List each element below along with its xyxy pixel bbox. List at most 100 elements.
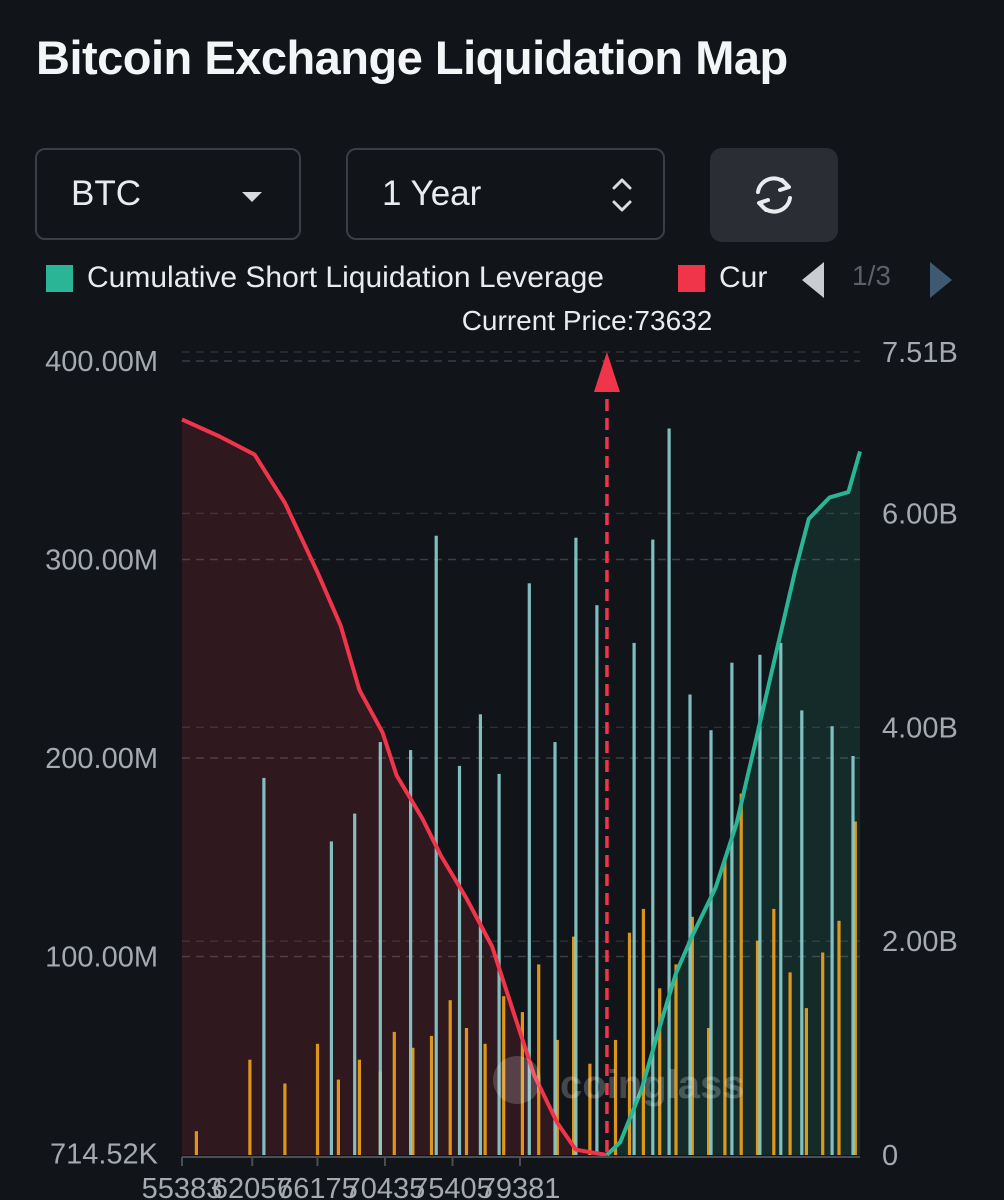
- coin-select[interactable]: BTC: [35, 148, 301, 240]
- leverage-bar: [502, 996, 506, 1155]
- legend-swatch-short: [46, 264, 73, 292]
- leverage-bar: [723, 857, 727, 1156]
- leverage-bar: [613, 1039, 618, 1155]
- x-tick-label: 62057: [212, 1173, 293, 1200]
- up-down-chevron-icon: [612, 178, 632, 212]
- leverage-bar: [553, 742, 557, 1155]
- leverage-bar: [572, 936, 576, 1155]
- triangle-right-icon[interactable]: [928, 260, 954, 300]
- chart-axes: 714.52K 100.00M 200.00M 300.00M 400.00M 0 2.00…: [45, 337, 958, 1200]
- leverage-bar: [409, 750, 413, 1155]
- liquidation-chart: coinglass Current Price:73632 714.52K 100…: [45, 305, 958, 1200]
- watermark-text: coinglass: [560, 1063, 745, 1107]
- y-left-tick-label: 100.00M: [45, 942, 158, 974]
- leverage-bar: [837, 920, 841, 1155]
- leverage-bar: [788, 972, 792, 1155]
- legend-label-short: Cumulative Short Liquidation Leverage: [87, 261, 604, 294]
- leverage-bar: [690, 916, 694, 1155]
- leverage-bar: [595, 605, 599, 1155]
- leverage-bar: [755, 940, 760, 1155]
- leverage-bar: [853, 821, 857, 1155]
- y-left-tick-label: 300.00M: [45, 545, 158, 577]
- leverage-bar: [758, 654, 762, 1155]
- coin-select-value: BTC: [71, 174, 141, 213]
- period-select-value: 1 Year: [382, 174, 482, 213]
- leverage-bar: [800, 710, 804, 1155]
- leverage-bar: [688, 694, 692, 1155]
- page-title: Bitcoin Exchange Liquidation Map: [36, 31, 788, 84]
- leverage-bar: [627, 932, 632, 1155]
- leverage-bar: [667, 428, 671, 1155]
- leverage-bar: [574, 537, 578, 1155]
- x-tick-label: 75405: [412, 1173, 493, 1200]
- leverage-bar: [357, 1059, 361, 1155]
- leverage-bar: [329, 841, 333, 1155]
- leverage-bars: [194, 428, 857, 1156]
- y-left-tick-label: 400.00M: [45, 346, 158, 378]
- leverage-bar: [658, 988, 662, 1155]
- leverage-bar: [527, 583, 531, 1155]
- x-tick-label: 79381: [480, 1173, 561, 1200]
- leverage-bar: [641, 908, 645, 1155]
- current-price-marker: Current Price:73632: [462, 305, 713, 1155]
- leverage-bar: [707, 1028, 711, 1155]
- leverage-bar: [464, 1028, 469, 1155]
- x-tick-label: 66175: [277, 1173, 358, 1200]
- leverage-bar: [448, 1000, 452, 1155]
- leverage-bar: [772, 908, 776, 1155]
- y-left-tick-label: 200.00M: [45, 743, 158, 775]
- short-cumulative-line: [605, 450, 862, 1157]
- leverage-bar: [830, 726, 834, 1155]
- long-cumulative-line: [181, 417, 608, 1157]
- watermark-logo-icon: [493, 1056, 541, 1104]
- leverage-bar: [392, 1031, 396, 1155]
- watermark-group: coinglass: [493, 1056, 745, 1107]
- leverage-bar: [336, 1079, 340, 1155]
- leverage-bar: [478, 714, 482, 1155]
- leverage-bar: [262, 777, 266, 1155]
- leverage-bar: [248, 1059, 252, 1155]
- leverage-bar: [483, 1043, 487, 1155]
- legend-pager-text: 1/3: [852, 260, 891, 291]
- leverage-bar: [851, 756, 855, 1155]
- leverage-bar: [429, 1035, 434, 1155]
- leverage-bar: [411, 1047, 415, 1155]
- short-cumulative-area: [606, 451, 860, 1155]
- leverage-bar: [730, 662, 734, 1155]
- legend-swatch-long: [678, 264, 705, 292]
- leverage-bar: [651, 539, 655, 1155]
- legend-item-short[interactable]: Cumulative Short Liquidation Leverage: [46, 256, 604, 300]
- legend-label-long: Cur: [719, 261, 768, 294]
- period-select[interactable]: 1 Year: [346, 148, 665, 240]
- leverage-bar: [378, 742, 382, 1155]
- current-price-arrow-icon: [593, 352, 620, 392]
- leverage-bar: [520, 1012, 524, 1155]
- leverage-bar: [315, 1043, 320, 1155]
- refresh-icon: [756, 176, 792, 214]
- caret-down-icon: [242, 192, 262, 202]
- legend-item-long[interactable]: Cur: [678, 256, 767, 300]
- leverage-bar: [353, 813, 357, 1155]
- leverage-bar: [674, 964, 678, 1155]
- leverage-bar: [739, 793, 743, 1155]
- y-right-tick-label: 6.00B: [882, 499, 958, 531]
- y-left-tick-label: 714.52K: [50, 1139, 159, 1171]
- leverage-bar: [709, 730, 713, 1155]
- leverage-bar: [283, 1083, 287, 1155]
- y-right-tick-label: 2.00B: [882, 926, 958, 958]
- cumulative-areas: [182, 419, 860, 1155]
- leverage-bar: [457, 765, 462, 1155]
- triangle-left-icon[interactable]: [800, 260, 826, 300]
- chart-legend: Cumulative Short Liquidation Leverage Cu…: [46, 256, 976, 300]
- leverage-bar: [804, 1008, 808, 1155]
- long-cumulative-area: [182, 419, 607, 1155]
- leverage-bar: [632, 642, 636, 1155]
- leverage-bar: [588, 1063, 592, 1155]
- chart-grid: [182, 351, 860, 958]
- x-tick-label: 70435: [345, 1173, 426, 1200]
- y-right-tick-label: 7.51B: [882, 337, 958, 369]
- x-tick-label: 55383: [142, 1173, 223, 1200]
- refresh-button[interactable]: [710, 148, 838, 242]
- current-price-label: Current Price:73632: [462, 305, 713, 336]
- leverage-bar: [555, 1039, 559, 1155]
